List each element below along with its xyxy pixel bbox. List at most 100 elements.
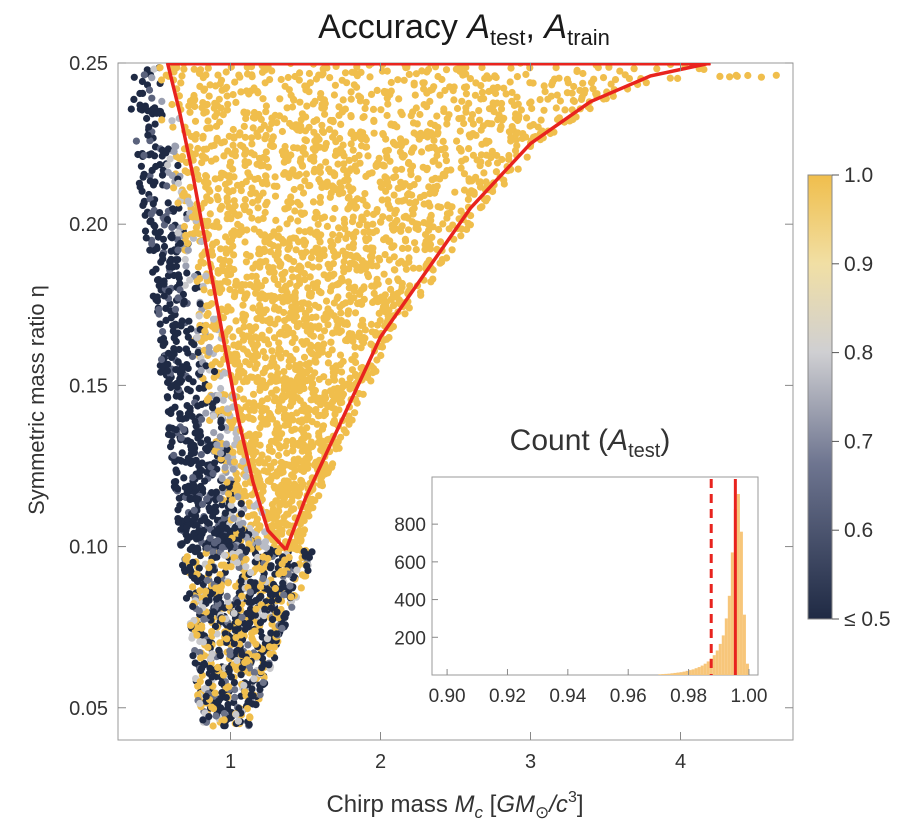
scatter-point xyxy=(233,599,242,607)
scatter-point xyxy=(176,502,184,510)
scatter-point xyxy=(326,287,335,295)
scatter-point xyxy=(242,472,250,481)
scatter-point xyxy=(158,97,166,105)
scatter-point xyxy=(426,202,434,210)
scatter-point xyxy=(198,664,206,672)
scatter-point xyxy=(414,225,422,233)
scatter-point xyxy=(195,69,204,77)
scatter-point xyxy=(241,238,249,246)
scatter-point xyxy=(268,597,276,605)
scatter-point xyxy=(316,198,324,206)
scatter-point xyxy=(179,290,187,298)
scatter-point xyxy=(268,347,276,355)
scatter-point xyxy=(337,317,345,325)
scatter-point xyxy=(189,652,197,660)
scatter-point xyxy=(230,341,238,349)
scatter-point xyxy=(266,650,274,658)
scatter-point xyxy=(275,225,283,233)
scatter-point xyxy=(176,410,184,418)
scatter-point xyxy=(166,155,174,163)
scatter-point xyxy=(172,392,180,400)
scatter-point xyxy=(273,608,281,616)
scatter-point xyxy=(190,506,198,514)
scatter-point xyxy=(216,494,224,502)
scatter-point xyxy=(549,78,557,86)
scatter-point xyxy=(182,531,190,539)
scatter-point xyxy=(642,79,650,87)
scatter-point xyxy=(433,151,441,160)
scatter-point xyxy=(264,163,272,171)
scatter-point xyxy=(164,349,173,357)
scatter-point xyxy=(269,354,277,362)
scatter-point xyxy=(421,246,429,254)
scatter-point xyxy=(492,168,500,176)
scatter-point xyxy=(235,640,244,648)
scatter-point xyxy=(245,540,253,548)
scatter-point xyxy=(198,500,207,508)
scatter-point xyxy=(158,171,167,179)
scatter-point xyxy=(176,456,184,464)
scatter-point xyxy=(726,73,734,81)
scatter-point xyxy=(229,232,237,240)
scatter-point xyxy=(333,325,341,333)
scatter-point xyxy=(301,177,309,185)
scatter-point xyxy=(243,705,251,713)
scatter-point xyxy=(206,81,214,89)
scatter-point xyxy=(324,321,332,329)
scatter-point xyxy=(196,678,204,686)
scatter-point xyxy=(284,156,292,164)
scatter-point xyxy=(484,119,492,127)
scatter-point xyxy=(184,239,192,247)
scatter-point xyxy=(218,484,227,492)
scatter-point xyxy=(247,568,255,577)
scatter-point xyxy=(411,239,419,247)
scatter-point xyxy=(391,266,399,274)
scatter-point xyxy=(149,200,157,208)
scatter-point xyxy=(389,174,398,182)
scatter-point xyxy=(169,123,177,131)
scatter-point xyxy=(405,70,413,78)
scatter-point xyxy=(302,137,310,145)
scatter-point xyxy=(216,639,224,647)
scatter-point xyxy=(453,104,462,113)
scatter-point xyxy=(577,95,586,103)
scatter-point xyxy=(390,301,398,309)
scatter-point xyxy=(237,500,245,508)
scatter-point xyxy=(170,451,178,459)
scatter-point xyxy=(378,67,386,75)
scatter-point xyxy=(412,104,420,112)
scatter-point xyxy=(172,478,180,486)
scatter-point xyxy=(301,310,310,318)
scatter-point xyxy=(329,460,337,468)
scatter-point xyxy=(427,211,435,219)
scatter-point xyxy=(522,70,530,78)
scatter-point xyxy=(267,629,275,637)
scatter-point xyxy=(244,413,252,421)
scatter-point xyxy=(293,375,301,383)
scatter-point xyxy=(191,135,199,143)
scatter-point xyxy=(183,524,191,532)
scatter-point xyxy=(229,333,237,341)
scatter-point xyxy=(203,396,211,404)
scatter-point xyxy=(200,250,208,258)
scatter-point xyxy=(153,245,161,253)
scatter-point xyxy=(443,210,452,218)
scatter-point xyxy=(230,679,238,687)
scatter-point xyxy=(417,288,425,296)
scatter-point xyxy=(317,231,325,239)
scatter-point xyxy=(158,116,166,124)
scatter-point xyxy=(321,389,329,397)
scatter-point xyxy=(262,148,270,156)
scatter-point xyxy=(304,284,312,292)
scatter-point xyxy=(246,334,254,342)
scatter-point xyxy=(242,555,250,563)
scatter-point xyxy=(271,320,279,328)
scatter-point xyxy=(215,223,223,231)
scatter-point xyxy=(296,397,304,405)
histogram-bar xyxy=(745,663,749,675)
scatter-point xyxy=(192,224,200,232)
scatter-point xyxy=(477,82,485,90)
scatter-point xyxy=(203,576,211,584)
scatter-point xyxy=(508,97,516,105)
scatter-point xyxy=(322,297,331,305)
